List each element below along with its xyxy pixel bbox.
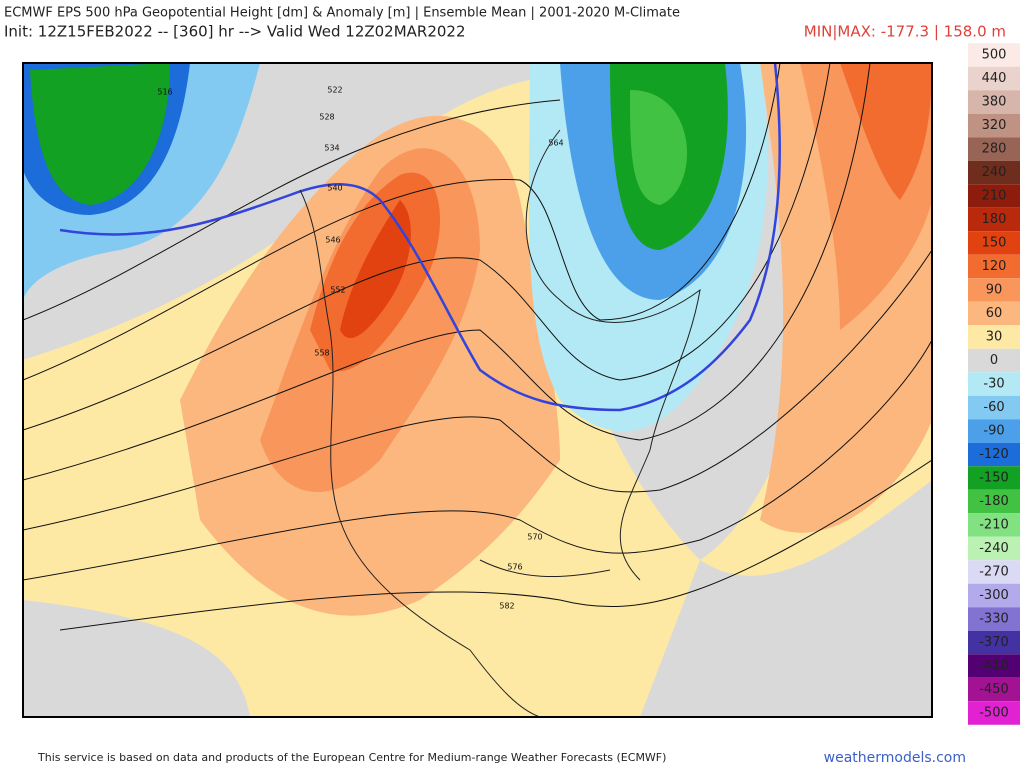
colorbar-swatch xyxy=(968,160,1020,185)
colorbar-swatch xyxy=(968,466,1020,490)
contour-label: 522 xyxy=(327,86,342,95)
map-frame xyxy=(22,62,933,718)
colorbar: 500 440 380 320 280 240 210 180 150 120 90 60 30 0 -30… xyxy=(968,43,1020,725)
colorbar-label: 120 xyxy=(982,259,1007,274)
colorbar-swatch xyxy=(968,395,1020,420)
colorbar-label: 150 xyxy=(982,236,1007,251)
colorbar-swatch xyxy=(968,654,1020,678)
colorbar-label: -240 xyxy=(979,541,1009,556)
contour-label: 558 xyxy=(314,349,329,358)
contour-labels: 516 522 528 534 540 546 552 558 564 570 576 582 xyxy=(157,86,563,611)
colorbar-label: -450 xyxy=(979,682,1009,697)
atlantic-120 xyxy=(840,63,932,200)
colorbar-label: -410 xyxy=(979,659,1009,674)
contour-label: 582 xyxy=(499,602,514,611)
colorbar-swatch xyxy=(968,301,1020,326)
colorbar-label: -210 xyxy=(979,518,1009,533)
colorbar-swatch xyxy=(968,66,1020,91)
colorbar-label: -180 xyxy=(979,494,1009,509)
pacific-negative-150 xyxy=(30,63,170,205)
colorbar-label: -270 xyxy=(979,565,1009,580)
colorbar-swatch xyxy=(968,137,1020,161)
colorbar-label: 500 xyxy=(982,48,1007,63)
colorbar-swatch xyxy=(968,254,1020,279)
title: ECMWF EPS 500 hPa Geopotential Height [d… xyxy=(4,6,680,21)
colorbar-swatch xyxy=(968,231,1020,255)
colorbar-label: 60 xyxy=(986,306,1003,321)
colorbar-swatch xyxy=(968,90,1020,114)
contour-label: 564 xyxy=(548,139,563,148)
contour-label: 546 xyxy=(325,236,340,245)
colorbar-swatch xyxy=(968,489,1020,514)
colorbar-swatch xyxy=(968,607,1020,631)
colorbar-label: 440 xyxy=(982,71,1007,86)
colorbar-label: -370 xyxy=(979,635,1009,650)
colorbar-label: -60 xyxy=(983,400,1004,415)
colorbar-swatch xyxy=(968,442,1020,467)
colorbar-swatch xyxy=(968,677,1020,702)
colorbar-label: -330 xyxy=(979,612,1009,627)
minmax: MIN|MAX: -177.3 | 158.0 m xyxy=(804,23,1006,41)
site-link[interactable]: weathermodels.com xyxy=(824,750,966,766)
colorbar-swatch xyxy=(968,513,1020,537)
colorbar-swatch xyxy=(968,278,1020,302)
colorbar-label: 240 xyxy=(982,165,1007,180)
colorbar-label: -500 xyxy=(979,706,1009,721)
contour-label: 576 xyxy=(507,563,522,572)
neutral-anomaly xyxy=(640,480,932,717)
colorbar-label: -90 xyxy=(983,424,1004,439)
colorbar-label: -300 xyxy=(979,588,1009,603)
colorbar-label: 90 xyxy=(986,283,1003,298)
colorbar-swatch xyxy=(968,583,1020,608)
colorbar-swatch xyxy=(968,348,1020,373)
map xyxy=(23,63,932,717)
colorbar-swatch xyxy=(968,43,1020,67)
colorbar-label: 0 xyxy=(990,353,998,368)
colorbar-swatch xyxy=(968,325,1020,349)
credit: This service is based on data and produc… xyxy=(37,751,666,764)
east-negative-180 xyxy=(630,90,688,205)
colorbar-label: 280 xyxy=(982,142,1007,157)
colorbar-swatch xyxy=(968,372,1020,396)
contour-label: 570 xyxy=(527,533,542,542)
colorbar-swatch xyxy=(968,184,1020,208)
contour-540 xyxy=(59,63,781,412)
colorbar-swatch xyxy=(968,113,1020,138)
contour-label: 516 xyxy=(157,88,172,97)
colorbar-swatch xyxy=(968,207,1020,232)
init-line: Init: 12Z15FEB2022 -- [360] hr --> Valid… xyxy=(4,23,466,41)
contour-label: 534 xyxy=(324,144,339,153)
colorbar-label: 320 xyxy=(982,118,1007,133)
colorbar-label: -150 xyxy=(979,471,1009,486)
height-contours xyxy=(23,63,932,631)
colorbar-swatch xyxy=(968,701,1020,725)
colorbar-swatch xyxy=(968,419,1020,443)
contour-label: 528 xyxy=(319,113,334,122)
anomaly-150 xyxy=(340,200,411,339)
colorbar-swatch xyxy=(968,630,1020,655)
colorbar-label: 210 xyxy=(982,189,1007,204)
contour-label: 552 xyxy=(330,286,345,295)
colorbar-label: 30 xyxy=(986,330,1003,345)
colorbar-label: -120 xyxy=(979,447,1009,462)
colorbar-label: 380 xyxy=(982,95,1007,110)
coastlines xyxy=(299,129,701,717)
colorbar-swatch xyxy=(968,536,1020,561)
colorbar-label: 180 xyxy=(982,212,1007,227)
contour-label: 540 xyxy=(327,184,342,193)
colorbar-swatch xyxy=(968,560,1020,584)
colorbar-label: -30 xyxy=(983,377,1004,392)
